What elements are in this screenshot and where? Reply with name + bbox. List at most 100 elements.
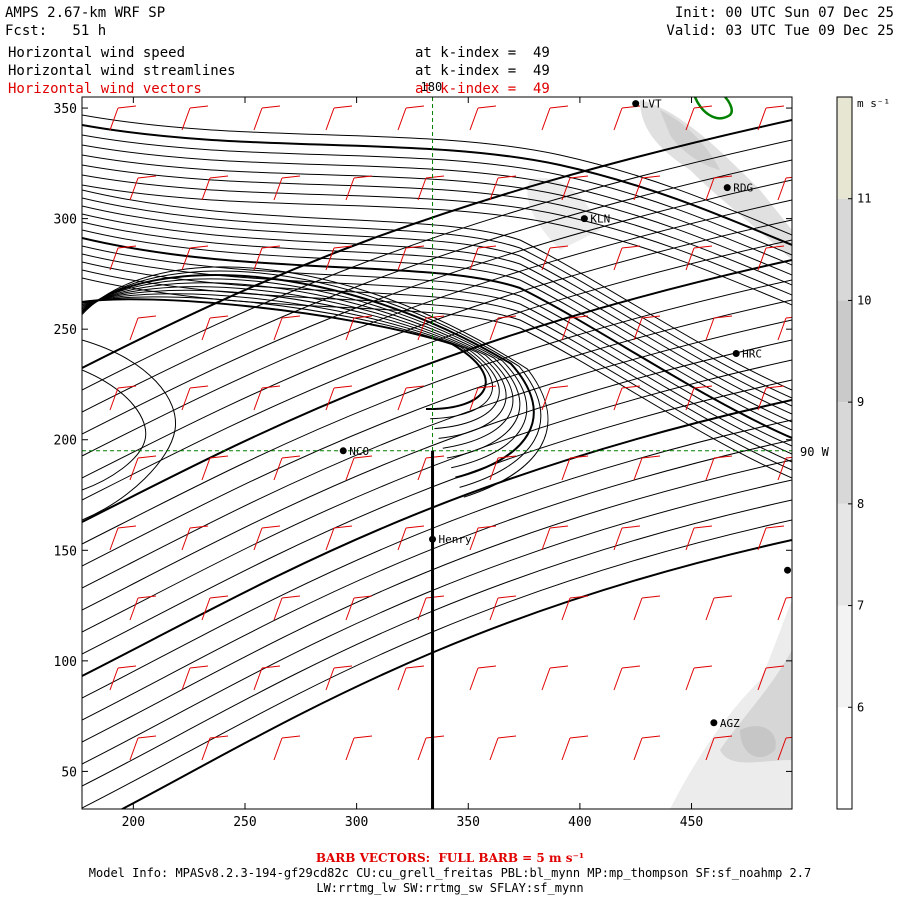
streamline bbox=[82, 298, 487, 411]
colorbar-segment bbox=[837, 503, 852, 606]
streamline bbox=[82, 114, 792, 236]
streamline bbox=[82, 154, 792, 276]
streamline bbox=[82, 273, 535, 479]
x-tick-label: 450 bbox=[680, 815, 703, 830]
wind-barb bbox=[757, 665, 785, 691]
wind-barb bbox=[109, 665, 137, 691]
streamline bbox=[82, 184, 792, 306]
wind-barb bbox=[757, 245, 785, 271]
wind-barb bbox=[469, 665, 497, 691]
meridian-label: 180 bbox=[421, 80, 443, 94]
wind-barb bbox=[345, 455, 373, 481]
colorbar-tick-label: 11 bbox=[857, 192, 871, 206]
wind-barb bbox=[273, 455, 301, 481]
wind-barb bbox=[417, 735, 445, 761]
wind-barb bbox=[685, 525, 713, 551]
wind-barb bbox=[129, 455, 157, 481]
wind-barb bbox=[273, 175, 301, 201]
streamline bbox=[82, 245, 792, 447]
streamline bbox=[82, 299, 792, 567]
wind-barb bbox=[181, 525, 209, 551]
streamline bbox=[82, 213, 792, 415]
y-tick-label: 200 bbox=[54, 434, 77, 449]
wind-barb bbox=[489, 595, 517, 621]
wind-barb bbox=[325, 525, 353, 551]
wind-barb bbox=[325, 665, 353, 691]
wind-barb bbox=[561, 455, 589, 481]
field-label-vectors: Horizontal wind vectors bbox=[8, 81, 202, 97]
wind-barb bbox=[489, 455, 517, 481]
wind-barb bbox=[561, 315, 589, 341]
wind-barb bbox=[345, 175, 373, 201]
y-tick-label: 250 bbox=[54, 323, 77, 338]
streamline bbox=[82, 319, 792, 589]
grid-lines: 180 90 W bbox=[82, 80, 830, 809]
wind-barb bbox=[777, 596, 792, 621]
y-tick-label: 350 bbox=[54, 102, 77, 117]
wind-barb bbox=[129, 735, 157, 761]
wind-barb bbox=[397, 525, 425, 551]
streamline bbox=[82, 519, 792, 809]
wind-barb bbox=[417, 315, 445, 341]
y-tick-label: 300 bbox=[54, 213, 77, 228]
streamline bbox=[82, 144, 792, 266]
wind-barb bbox=[613, 665, 641, 691]
streamline bbox=[82, 219, 792, 479]
svg-text:HRC: HRC bbox=[742, 347, 762, 360]
streamline bbox=[82, 439, 792, 721]
wind-barb bbox=[109, 525, 137, 551]
station-kln: KLN bbox=[580, 213, 610, 226]
streamline bbox=[82, 119, 792, 369]
wind-barb bbox=[613, 525, 641, 551]
field-label-speed: Horizontal wind speed bbox=[8, 45, 186, 61]
wind-barb bbox=[397, 665, 425, 691]
streamline bbox=[82, 189, 792, 391]
wind-barb bbox=[417, 175, 445, 201]
station-unnamed bbox=[784, 566, 792, 574]
streamline bbox=[82, 369, 147, 491]
streamline bbox=[82, 419, 792, 699]
wind-barb bbox=[201, 455, 229, 481]
wind-barb bbox=[541, 525, 569, 551]
model-title: AMPS 2.67-km WRF SP bbox=[5, 5, 166, 21]
wind-barb bbox=[129, 315, 157, 341]
wind-barb bbox=[129, 595, 157, 621]
wind-barb bbox=[541, 245, 569, 271]
streamline bbox=[82, 261, 792, 463]
wind-barb bbox=[201, 595, 229, 621]
wind-barb bbox=[253, 245, 281, 271]
streamline bbox=[82, 239, 792, 501]
y-tick-label: 100 bbox=[54, 655, 77, 670]
streamline bbox=[82, 282, 521, 459]
wind-barb bbox=[685, 665, 713, 691]
streamline bbox=[82, 124, 792, 246]
station-rdg: RDG bbox=[723, 182, 753, 195]
colorbar-tick-label: 8 bbox=[857, 497, 864, 511]
wind-barb bbox=[273, 735, 301, 761]
field-level-vectors: at k-index = 49 bbox=[415, 81, 550, 97]
colorbar-segment bbox=[837, 300, 852, 403]
wind-barb bbox=[561, 595, 589, 621]
streamline bbox=[120, 539, 792, 809]
station-henry: Henry bbox=[429, 533, 472, 546]
x-tick-label: 250 bbox=[233, 815, 256, 830]
colorbar-tick-label: 9 bbox=[857, 395, 864, 409]
wind-barb bbox=[705, 455, 733, 481]
barb-legend: BARB VECTORS: FULL BARB = 5 m s⁻¹ bbox=[315, 851, 585, 865]
wind-barb bbox=[181, 245, 209, 271]
station-nco: NCO bbox=[339, 445, 369, 458]
valid-time: Valid: 03 UTC Tue 09 Dec 25 bbox=[666, 23, 894, 39]
colorbar: 11 10 9 8 7 6 m s⁻¹ bbox=[836, 96, 890, 810]
station-agz: AGZ bbox=[710, 717, 740, 730]
field-label-streamlines: Horizontal wind streamlines bbox=[8, 63, 236, 79]
streamline bbox=[82, 296, 493, 420]
streamline bbox=[82, 139, 792, 391]
axis-ticks: 200 250 300 350 400 450 350 300 250 200 150 100 50 bbox=[54, 97, 792, 830]
wind-barb bbox=[201, 735, 229, 761]
wind-barb bbox=[273, 595, 301, 621]
wind-barb bbox=[685, 385, 713, 411]
model-info: Model Info: MPASv8.2.3-194-gf29cd82c CU:… bbox=[88, 866, 812, 880]
wind-speed-shading bbox=[527, 100, 792, 809]
streamline bbox=[82, 164, 792, 286]
y-tick-label: 50 bbox=[61, 765, 77, 780]
